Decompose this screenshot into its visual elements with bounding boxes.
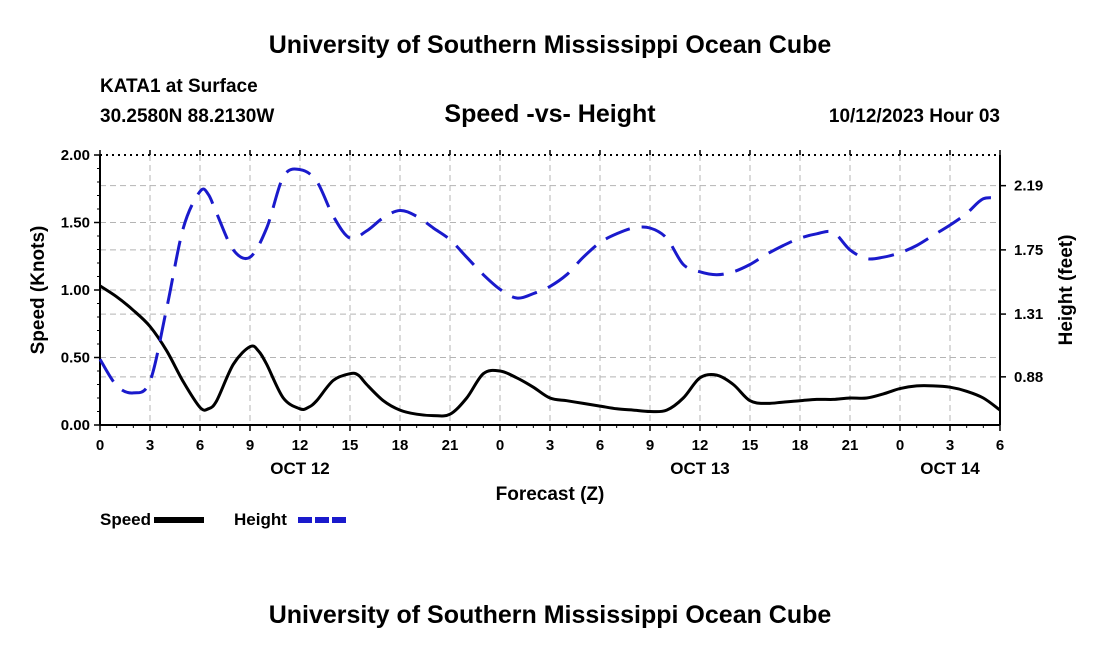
series-line-height (98, 167, 1001, 395)
forecast-datetime: 10/12/2023 Hour 03 (828, 106, 1000, 127)
x-tick-label: 12 (292, 437, 309, 454)
x-tick-label: 0 (496, 437, 504, 454)
y2-tick-label: 2.19 (1014, 178, 1043, 195)
x-tick-label: 6 (596, 437, 604, 454)
footer-title: University of Southern Mississippi Ocean… (268, 601, 832, 629)
y-tick-label: 1.50 (61, 215, 90, 232)
x-tick-label: 18 (792, 437, 809, 454)
x-tick-label: 21 (842, 437, 859, 454)
y-tick-label: 1.00 (61, 282, 90, 299)
axes: 0 3 6 9 12 15 18 21 0 3 6 9 12 15 18 21 0 3 6 OCT 12 OCT 13 O… (28, 147, 1077, 505)
x-tick-label: 21 (442, 437, 459, 454)
legend: Speed Height (100, 510, 348, 529)
chart: 0 3 6 9 12 15 18 21 0 3 6 9 12 15 18 21 0 3 6 OCT 12 OCT 13 O… (28, 147, 1077, 529)
x-tick-label: 6 (996, 437, 1004, 454)
station-coordinates: 30.2580N 88.2130W (100, 106, 275, 127)
chart-title: University of Southern Mississippi Ocean… (268, 31, 832, 59)
x-tick-label: 0 (896, 437, 904, 454)
date-label: OCT 14 (920, 459, 980, 478)
y2-axis-label: Height (feet) (1056, 235, 1077, 346)
y-tick-label: 0.50 (61, 350, 90, 367)
y2-tick-label: 0.88 (1014, 369, 1043, 386)
x-tick-label: 6 (196, 437, 204, 454)
x-tick-label: 9 (246, 437, 254, 454)
series-line-speed (99, 284, 1001, 418)
x-tick-label: 18 (392, 437, 409, 454)
x-tick-label: 3 (146, 437, 154, 454)
x-tick-label: 9 (646, 437, 654, 454)
x-tick-label: 0 (96, 437, 104, 454)
y2-tick-label: 1.31 (1014, 306, 1043, 323)
y-axis-label: Speed (Knots) (28, 226, 49, 355)
x-tick-label: 3 (546, 437, 554, 454)
legend-label-speed: Speed (100, 510, 151, 529)
x-axis-label: Forecast (Z) (496, 484, 605, 505)
grid (100, 155, 1000, 425)
y-tick-label: 0.00 (61, 417, 90, 434)
date-label: OCT 12 (270, 459, 330, 478)
series (98, 167, 1001, 418)
x-tick-label: 12 (692, 437, 709, 454)
station-name: KATA1 at Surface (100, 76, 258, 97)
chart-subtitle: Speed -vs- Height (444, 100, 656, 128)
legend-label-height: Height (234, 510, 287, 529)
y2-tick-label: 1.75 (1014, 242, 1043, 259)
date-label: OCT 13 (670, 459, 730, 478)
x-tick-label: 15 (742, 437, 759, 454)
x-tick-label: 3 (946, 437, 954, 454)
y-tick-label: 2.00 (61, 147, 90, 164)
x-tick-label: 15 (342, 437, 359, 454)
